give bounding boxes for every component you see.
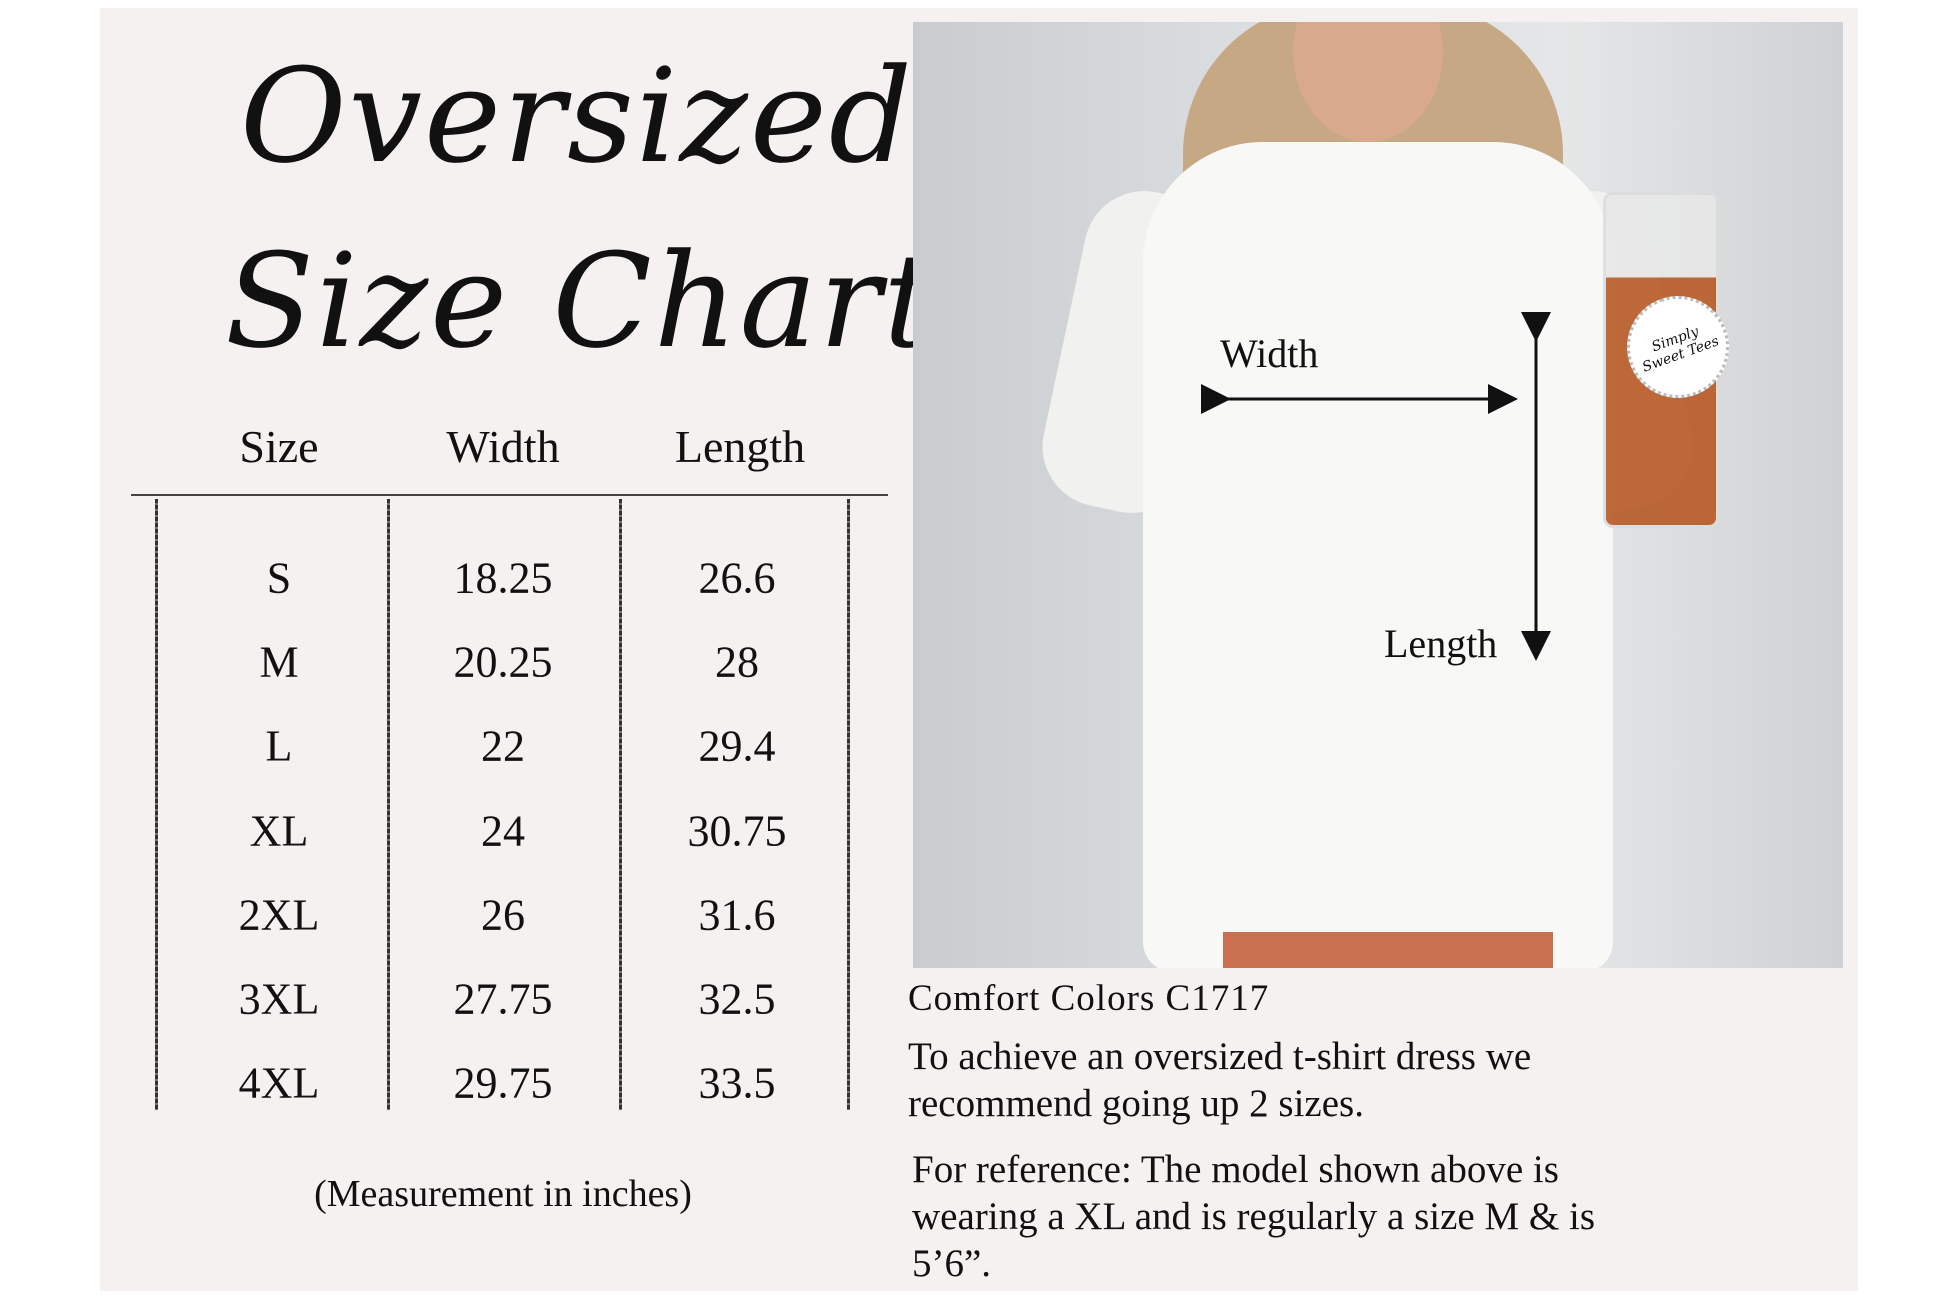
column-divider bbox=[387, 499, 390, 1110]
column-divider bbox=[619, 499, 622, 1110]
cell-length: 30.75 bbox=[687, 806, 787, 856]
cell-width: 27.75 bbox=[453, 974, 553, 1024]
cell-width: 29.75 bbox=[453, 1058, 553, 1108]
header-divider bbox=[131, 494, 888, 496]
length-label: Length bbox=[1384, 621, 1498, 666]
cell-length: 29.4 bbox=[698, 721, 776, 771]
cell-length: 28 bbox=[715, 637, 759, 687]
measurement-note: (Measurement in inches) bbox=[314, 1173, 692, 1215]
cell-length: 26.6 bbox=[698, 553, 776, 603]
header-size: Size bbox=[239, 421, 319, 472]
header-length: Length bbox=[674, 421, 806, 472]
reference-text: For reference: The model shown above is … bbox=[912, 1146, 1595, 1287]
cell-size: M bbox=[259, 637, 299, 687]
cell-width: 24 bbox=[481, 806, 525, 856]
cell-length: 31.6 bbox=[698, 890, 776, 940]
product-name: Comfort Colors C1717 bbox=[908, 978, 1270, 1019]
cell-size: 3XL bbox=[238, 974, 320, 1024]
cell-size: S bbox=[266, 553, 292, 603]
text-line: 5’6”. bbox=[912, 1242, 992, 1285]
cell-size: 2XL bbox=[238, 890, 320, 940]
header-width: Width bbox=[446, 421, 560, 472]
width-label: Width bbox=[1220, 331, 1319, 376]
column-divider bbox=[155, 499, 158, 1110]
cell-size: L bbox=[265, 721, 293, 771]
legs bbox=[1223, 932, 1553, 968]
cell-size: XL bbox=[249, 806, 309, 856]
text-line: For reference: The model shown above is bbox=[912, 1148, 1559, 1191]
cell-width: 22 bbox=[481, 721, 525, 771]
text-line: To achieve an oversized t-shirt dress we bbox=[908, 1035, 1532, 1078]
recommendation-text: To achieve an oversized t-shirt dress we… bbox=[908, 1033, 1531, 1127]
title-line-2: Size Chart bbox=[225, 225, 938, 377]
cell-width: 18.25 bbox=[453, 553, 553, 603]
column-divider bbox=[847, 499, 850, 1110]
logo-text: Simply Sweet Tees bbox=[1640, 323, 1722, 376]
text-line: wearing a XL and is regularly a size M &… bbox=[912, 1195, 1596, 1238]
cell-size: 4XL bbox=[238, 1058, 320, 1108]
cell-length: 32.5 bbox=[698, 974, 776, 1024]
cell-width: 20.25 bbox=[453, 637, 553, 687]
text-line: recommend going up 2 sizes. bbox=[908, 1082, 1364, 1125]
cell-width: 26 bbox=[481, 890, 525, 940]
title-line-1: Oversized bbox=[240, 40, 915, 192]
cell-length: 33.5 bbox=[698, 1058, 776, 1108]
